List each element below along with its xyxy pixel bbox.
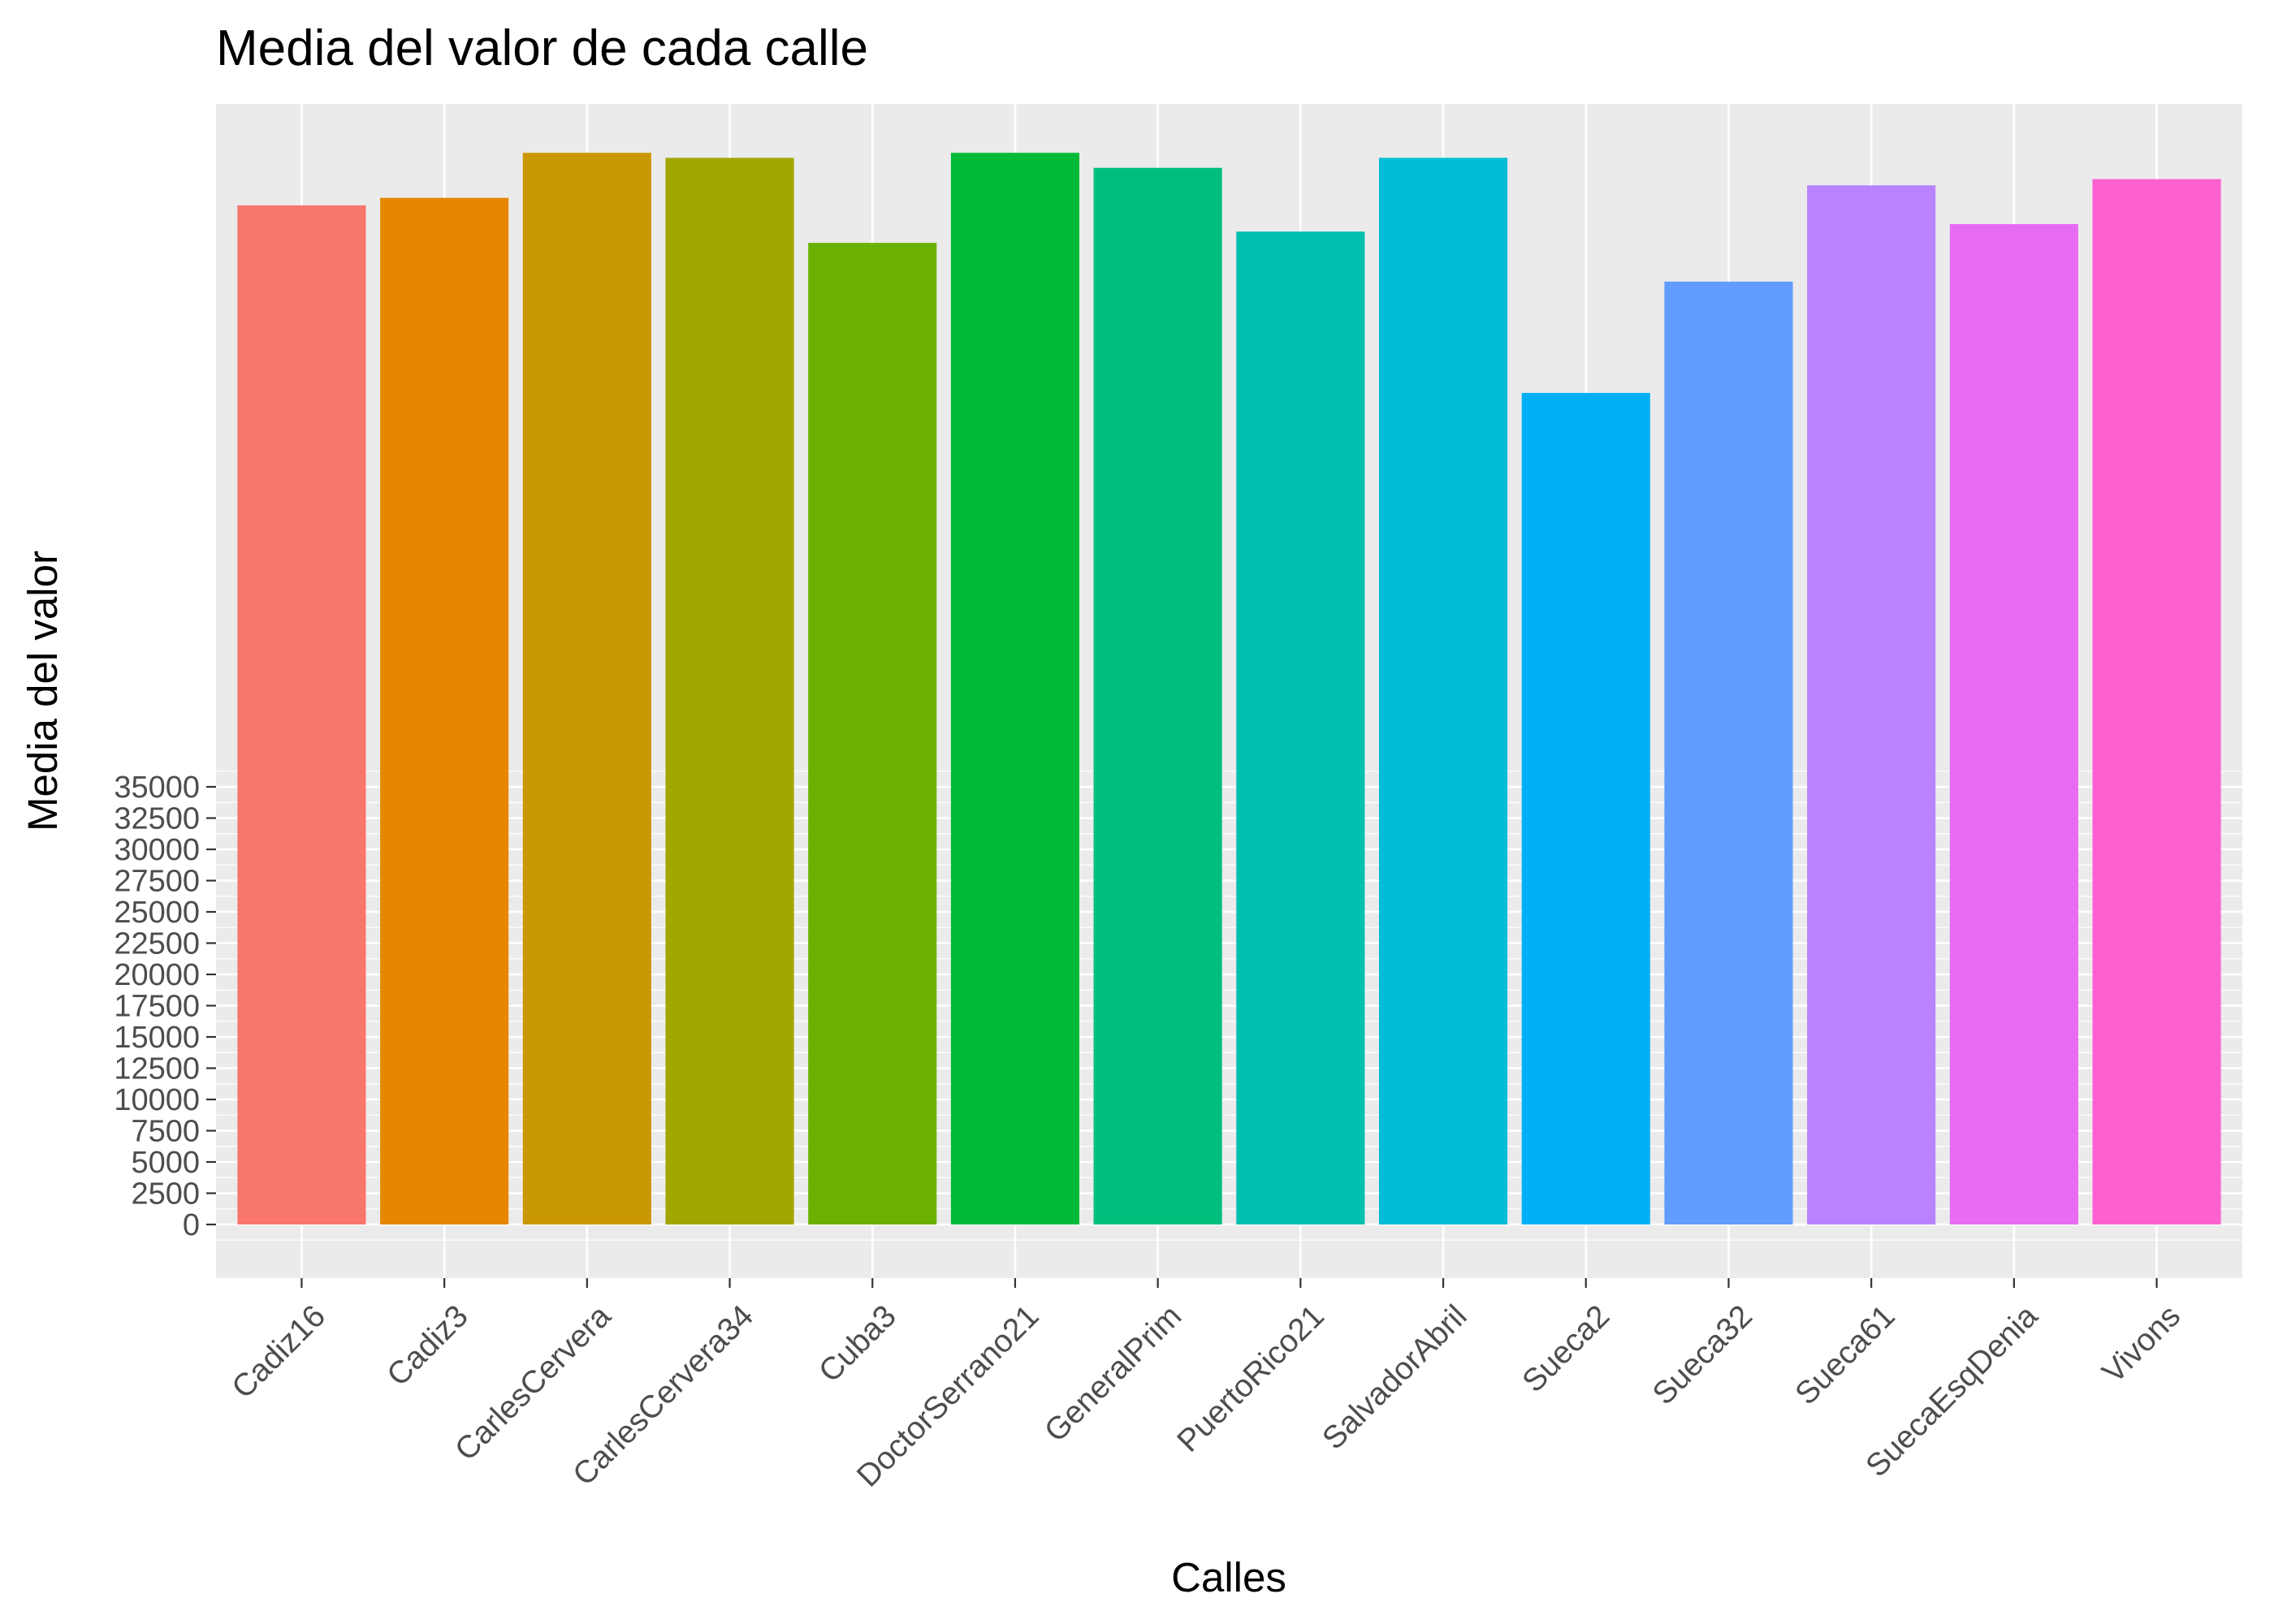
bar-SalvadorAbril [1378,158,1508,1224]
x-tick-label: Sueca2 [1515,1298,1616,1399]
y-tick-label: 2500 [131,1177,200,1212]
y-tick-label: 27500 [114,865,200,899]
x-tick-label: Cuba3 [812,1298,903,1389]
x-tick-label: Vivons [2095,1298,2187,1390]
y-tick-label: 17500 [114,990,200,1024]
bar-Cadiz16 [237,205,366,1224]
bar-DoctorSerrano21 [950,153,1080,1225]
y-tick-label: 10000 [114,1083,200,1117]
bar-GeneralPrim [1093,167,1222,1225]
y-tick-label: 7500 [131,1115,200,1149]
chart-title: Media del valor de cada calle [216,20,868,76]
x-tick-label: PuertoRico21 [1170,1298,1331,1459]
y-axis: 0250050007500100001250015000175002000022… [114,771,216,1242]
x-axis-title: Calles [1171,1554,1286,1600]
plot-panel [216,104,2242,1278]
y-tick-label: 30000 [114,833,200,867]
bar-PuertoRico21 [1236,231,1365,1224]
y-tick-label: 15000 [114,1021,200,1055]
bar-Sueca2 [1521,392,1650,1224]
y-tick-label: 35000 [114,771,200,805]
bar-Sueca32 [1664,281,1793,1225]
x-tick-label: Sueca32 [1646,1298,1759,1411]
y-tick-label: 0 [183,1208,200,1242]
bar-SuecaEsqDenia [1949,224,2078,1224]
bars [237,153,2221,1225]
bar-Cuba3 [808,243,937,1225]
bar-Vivons [2092,179,2221,1224]
bar-CarlesCervera [522,153,651,1225]
y-tick-label: 12500 [114,1052,200,1086]
x-tick-label: Sueca61 [1788,1298,1901,1411]
y-tick-label: 5000 [131,1146,200,1180]
y-tick-label: 20000 [114,958,200,992]
bar-CarlesCervera34 [665,158,794,1224]
x-tick-label: Cadiz3 [380,1298,474,1393]
x-tick-label: Cadiz16 [225,1298,332,1406]
bar-Sueca61 [1807,185,1936,1224]
y-tick-label: 25000 [114,896,200,930]
y-tick-label: 32500 [114,802,200,836]
x-tick-label: GeneralPrim [1038,1298,1188,1449]
bar-Cadiz3 [380,197,509,1224]
x-tick-label: SalvadorAbril [1316,1298,1473,1456]
y-axis-title: Media del valor [19,551,66,831]
x-axis: Cadiz16 Cadiz3CarlesCerveraCarlesCervera3… [225,1278,2187,1494]
y-tick-label: 22500 [114,927,200,961]
